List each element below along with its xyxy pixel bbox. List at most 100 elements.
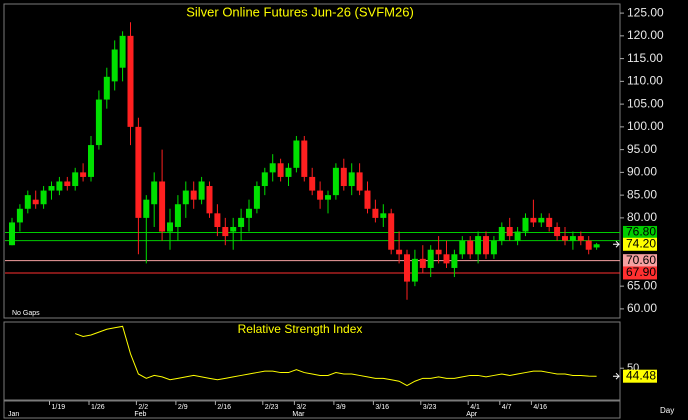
y-tick-label: 115.00 xyxy=(627,51,663,65)
month-label: Feb xyxy=(134,411,146,418)
y-tick-label: 100.00 xyxy=(627,119,664,133)
candle-body xyxy=(80,172,87,177)
candle-body xyxy=(443,254,450,264)
y-tick-label: 60.00 xyxy=(627,301,657,315)
candle-body xyxy=(72,172,79,187)
candle-body xyxy=(88,145,94,177)
x-tick-label: 2/23 xyxy=(265,404,279,411)
level-box xyxy=(623,254,657,268)
indicator-last-label: 44.48 xyxy=(626,368,656,382)
candle-body xyxy=(554,226,561,237)
x-tick-label: 3/2 xyxy=(296,404,306,411)
candle-body xyxy=(340,167,347,187)
candle-body xyxy=(24,195,31,209)
candle-body xyxy=(498,226,505,241)
candle-body xyxy=(325,195,331,200)
candle-body xyxy=(585,240,592,250)
indicator-title: Relative Strength Index xyxy=(238,322,363,336)
candle-body xyxy=(95,99,102,146)
candle-body xyxy=(222,226,229,237)
candle-body xyxy=(119,35,126,68)
y-tick-label: 65.00 xyxy=(627,278,657,292)
candle-body xyxy=(238,217,245,227)
x-tick-label: 2/2 xyxy=(138,404,148,411)
candle-body xyxy=(562,236,568,241)
period-label: Day xyxy=(660,406,674,415)
x-tick-label: 1/19 xyxy=(52,404,66,411)
x-tick-label: 3/9 xyxy=(336,404,346,411)
candle-body xyxy=(427,249,434,268)
level-box xyxy=(623,225,657,239)
x-tick-label: 2/16 xyxy=(217,404,231,411)
x-tick-label: 4/1 xyxy=(470,404,480,411)
candle-body xyxy=(277,163,284,177)
chart-title: Silver Online Futures Jun-26 (SVFM26) xyxy=(186,4,414,19)
gap-note: No Gaps xyxy=(12,310,40,317)
indicator-line xyxy=(75,325,597,387)
last-box xyxy=(623,237,657,251)
candle-body xyxy=(206,186,213,214)
candle-body xyxy=(151,181,158,205)
candle-body xyxy=(435,249,442,255)
candle-body xyxy=(546,217,553,227)
x-tick-label: 3/23 xyxy=(423,404,437,411)
candle-body xyxy=(230,226,237,232)
level-label: 67.90 xyxy=(626,265,656,279)
candle-body xyxy=(451,254,458,268)
level-box xyxy=(623,266,657,280)
candle-body xyxy=(40,190,47,205)
y-tick-label: 95.00 xyxy=(627,142,657,156)
indicator-panel xyxy=(3,321,621,401)
candle-body xyxy=(56,181,63,191)
candle-body xyxy=(293,140,300,168)
x-tick-label: 3/16 xyxy=(375,404,389,411)
indicator-arrow xyxy=(613,372,620,380)
y-tick-label: 80.00 xyxy=(627,210,657,224)
candle-body xyxy=(103,76,110,100)
candle-body xyxy=(364,190,371,209)
candle-body xyxy=(538,217,545,223)
x-tick-label: 4/7 xyxy=(502,404,512,411)
candle-body xyxy=(301,140,308,177)
candle-body xyxy=(522,217,529,232)
candle-body xyxy=(372,208,379,218)
candle-body xyxy=(64,181,71,187)
candle-body xyxy=(569,236,576,241)
candle-body xyxy=(404,254,410,282)
candle-body xyxy=(506,226,513,237)
candle-body xyxy=(380,213,387,218)
candle-body xyxy=(530,217,537,223)
candle-body xyxy=(9,222,15,246)
x-tick-label: 1/26 xyxy=(91,404,105,411)
y-tick-label: 120.00 xyxy=(627,28,664,42)
y-tick-label: 105.00 xyxy=(627,96,664,110)
indicator-last-box xyxy=(623,369,657,383)
candle-body xyxy=(490,240,497,255)
level-label: 76.80 xyxy=(626,225,656,239)
candle-body xyxy=(419,258,426,268)
candle-body xyxy=(514,231,521,241)
candle-body xyxy=(348,172,355,187)
candle-body xyxy=(246,208,252,218)
candle-body xyxy=(285,167,292,177)
y-tick-label: 90.00 xyxy=(627,165,657,179)
candle-body xyxy=(309,176,316,191)
candle-body xyxy=(167,222,173,232)
candle-body xyxy=(111,49,118,82)
candle-body xyxy=(317,190,324,200)
candle-body xyxy=(190,190,197,200)
candle-body xyxy=(396,249,403,255)
last-arrow xyxy=(613,240,620,248)
candle-body xyxy=(214,213,221,227)
candle-body xyxy=(475,236,482,255)
candle-body xyxy=(483,236,489,255)
date-strip xyxy=(3,400,621,419)
candle-body xyxy=(182,190,189,205)
month-label: Apr xyxy=(466,411,478,418)
x-tick-label: 4/16 xyxy=(533,404,547,411)
candle-body xyxy=(198,181,205,200)
y-tick-label: 85.00 xyxy=(627,187,657,201)
x-tick-label: 2/9 xyxy=(178,404,188,411)
